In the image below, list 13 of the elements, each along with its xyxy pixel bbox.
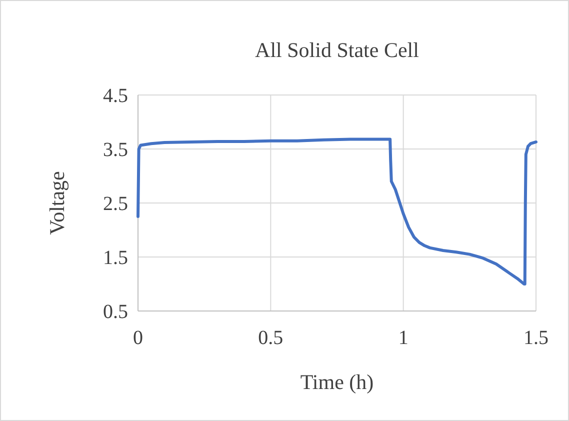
- y-tick-label: 2.5: [103, 193, 128, 215]
- x-axis-title: Time (h): [300, 370, 374, 394]
- y-tick-label: 3.5: [103, 139, 128, 161]
- x-tick-label: 0.5: [258, 327, 284, 349]
- y-tick-label: 0.5: [103, 301, 128, 323]
- x-tick-label: 0: [133, 327, 143, 349]
- x-tick-label: 1: [398, 327, 408, 349]
- x-tick-label: 1.5: [524, 327, 548, 349]
- chart-title: All Solid State Cell: [255, 38, 420, 62]
- y-tick-label: 1.5: [103, 247, 128, 269]
- y-axis-title: Voltage: [45, 171, 69, 235]
- y-tick-label: 4.5: [103, 85, 128, 107]
- line-series: [136, 138, 538, 286]
